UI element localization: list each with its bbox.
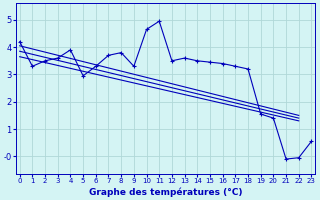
X-axis label: Graphe des températures (°C): Graphe des températures (°C) [89, 187, 242, 197]
